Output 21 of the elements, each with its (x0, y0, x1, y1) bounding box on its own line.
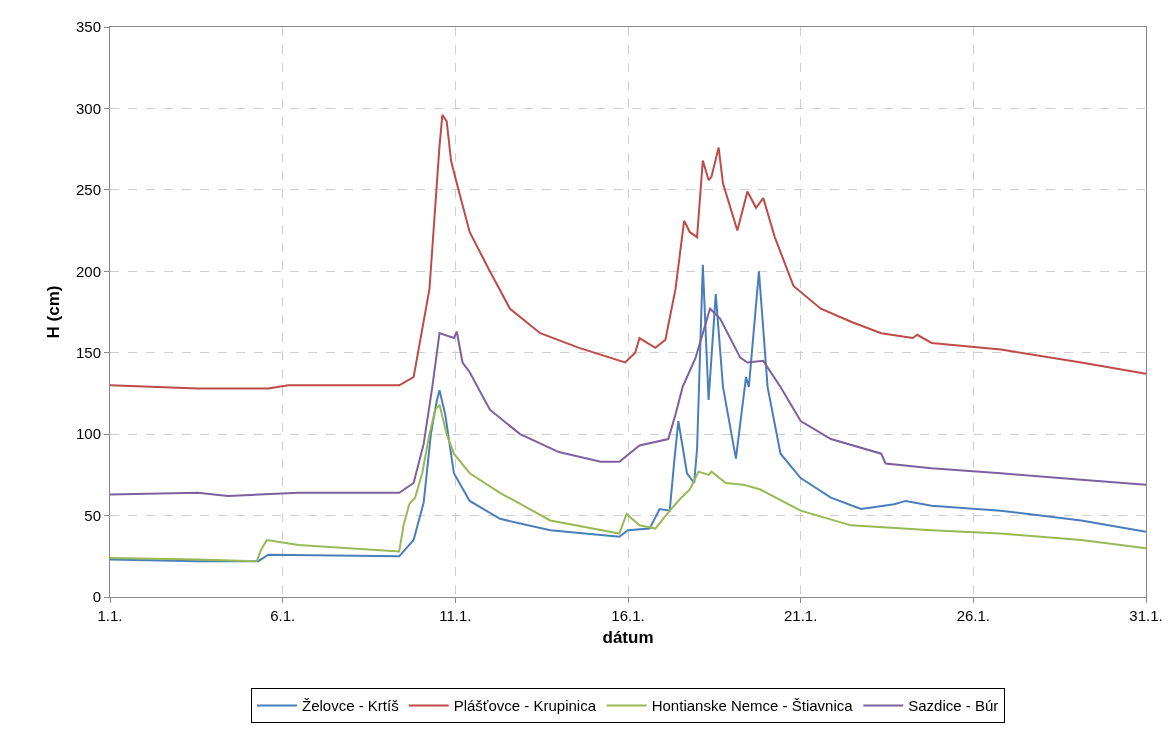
x-tick-label: 21.1. (783, 607, 818, 624)
legend-label: Želovce - Krtíš (302, 697, 399, 715)
x-tick-label: 31.1. (1129, 607, 1163, 624)
y-tick-label: 150 (75, 343, 101, 361)
legend-label: Sazdice - Búr (908, 697, 999, 715)
y-tick-label: 250 (75, 181, 101, 199)
x-tick-label: 1.1. (97, 607, 123, 624)
legend-label: Plášťovce - Krupinica (453, 697, 597, 715)
y-tick-label: 200 (75, 262, 101, 280)
y-tick-label: 0 (92, 588, 101, 606)
y-tick-label: 300 (75, 99, 101, 117)
y-tick-label: 350 (75, 18, 101, 36)
y-axis-title: H (cm) (43, 285, 63, 339)
x-tick-label: 11.1. (439, 607, 472, 624)
y-tick-label: 50 (84, 506, 101, 524)
y-tick-label: 100 (75, 425, 101, 443)
x-tick-label: 26.1. (956, 607, 991, 624)
legend-label: Hontianske Nemce - Štiavnica (651, 697, 854, 715)
x-axis-title: dátum (602, 628, 654, 648)
x-tick-label: 6.1. (270, 607, 296, 624)
x-tick-label: 16.1. (611, 607, 645, 624)
